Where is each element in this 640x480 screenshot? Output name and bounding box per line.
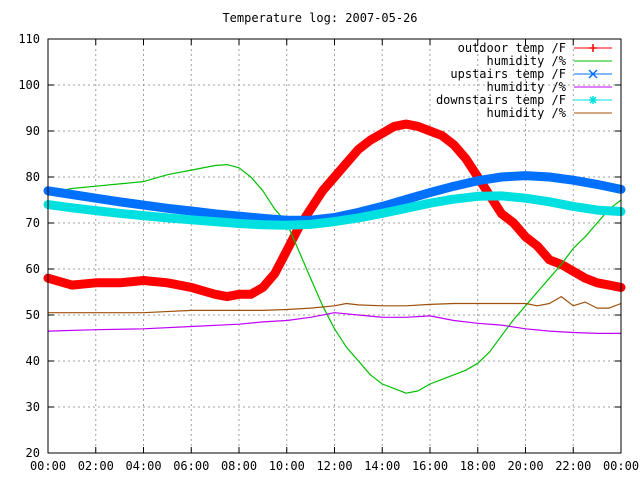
legend-label: humidity /%: [487, 80, 567, 94]
series-line-4: [43, 191, 626, 230]
series-layer: [43, 119, 626, 394]
x-tick-label: 22:00: [555, 459, 591, 473]
x-tick-label: 12:00: [316, 459, 352, 473]
x-tick-label: 00:00: [30, 459, 66, 473]
series-line-5: [47, 296, 622, 314]
axis-ticks: 20 30 40 50 60 70 80 90 100 110 00:00 02:00 04:00 06:…: [18, 32, 639, 473]
y-tick-label: 80: [26, 170, 40, 184]
legend-marker: [589, 96, 597, 104]
legend-marker: [588, 69, 598, 79]
x-tick-label: 08:00: [221, 459, 257, 473]
legend-label: outdoor temp /F: [458, 41, 566, 55]
x-tick-label: 18:00: [460, 459, 496, 473]
legend-label: upstairs temp /F: [450, 67, 566, 81]
series-line-1: [47, 164, 622, 394]
series-line-3: [47, 312, 622, 334]
legend-label: humidity /%: [487, 54, 567, 68]
x-tick-label: 02:00: [78, 459, 114, 473]
series-line-0: [43, 119, 626, 302]
x-tick-label: 04:00: [125, 459, 161, 473]
y-tick-label: 20: [26, 446, 40, 460]
y-tick-label: 110: [18, 32, 40, 46]
legend-label: humidity /%: [487, 106, 567, 120]
x-tick-label: 14:00: [364, 459, 400, 473]
chart-title: Temperature log: 2007-05-26: [222, 11, 417, 25]
legend-label: downstairs temp /F: [436, 93, 566, 107]
x-tick-label: 20:00: [507, 459, 543, 473]
y-tick-label: 100: [18, 78, 40, 92]
x-tick-label: 16:00: [412, 459, 448, 473]
y-tick-label: 40: [26, 354, 40, 368]
y-tick-label: 60: [26, 262, 40, 276]
x-tick-label: 00:00: [603, 459, 639, 473]
x-tick-label: 06:00: [173, 459, 209, 473]
y-tick-label: 30: [26, 400, 40, 414]
y-tick-label: 70: [26, 216, 40, 230]
y-tick-label: 90: [26, 124, 40, 138]
y-tick-label: 50: [26, 308, 40, 322]
x-tick-label: 10:00: [269, 459, 305, 473]
